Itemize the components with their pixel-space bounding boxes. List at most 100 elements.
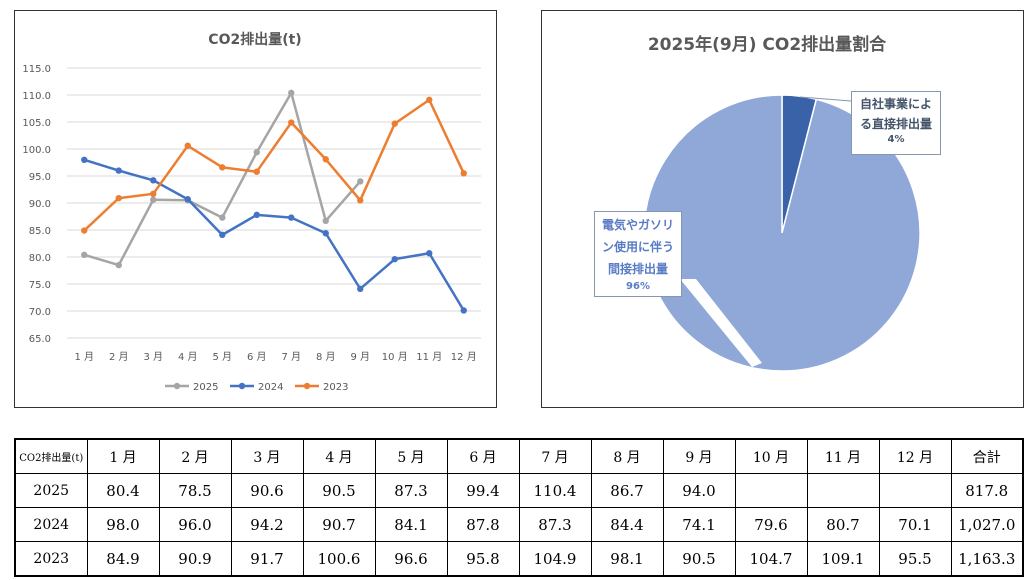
table-cell: 95.8 bbox=[446, 541, 520, 577]
table-cell: 94.0 bbox=[662, 473, 736, 508]
table-cell: 87.3 bbox=[374, 473, 448, 508]
legend-marker-2024 bbox=[238, 382, 246, 390]
table-header-cell: 11 月 bbox=[806, 438, 880, 474]
data-point-2024 bbox=[426, 250, 433, 257]
table-cell: 70.1 bbox=[878, 507, 952, 542]
legend-marker-2023 bbox=[303, 382, 311, 390]
table-cell: 110.4 bbox=[518, 473, 592, 508]
table-header-cell: 12 月 bbox=[878, 438, 952, 474]
data-point-2025 bbox=[115, 261, 122, 269]
line-chart-panel: CO2排出量(t) 115.0 110.0 105.0 100.0 95.0 90.0 85… bbox=[14, 10, 497, 408]
table-cell: 91.7 bbox=[230, 541, 304, 577]
data-point-2023 bbox=[150, 190, 157, 198]
legend-label-2023: 2023 bbox=[323, 382, 348, 393]
table-cell: 84.4 bbox=[590, 507, 664, 542]
pie-chart-panel: 2025年(9月) CO2排出量割合 自社事業によ る直接排出量 4% 電気やガ… bbox=[541, 10, 1024, 408]
line-chart: CO2排出量(t) 115.0 110.0 105.0 100.0 95.0 90.0 85… bbox=[22, 31, 481, 393]
y-tick-label: 80.0 bbox=[29, 253, 51, 264]
y-tick-label: 105.0 bbox=[22, 118, 51, 129]
pie-label-direct-percent: 4% bbox=[887, 134, 905, 145]
pie-label-indirect-percent: 96% bbox=[626, 281, 650, 292]
data-point-2024 bbox=[81, 156, 88, 163]
data-point-2023 bbox=[219, 164, 226, 171]
data-point-2023 bbox=[391, 120, 398, 127]
y-tick-label: 75.0 bbox=[29, 280, 51, 291]
table-cell: 96.6 bbox=[374, 541, 448, 577]
table-cell bbox=[806, 473, 880, 508]
legend-label-2024: 2024 bbox=[258, 382, 283, 393]
table-header-cell: 5 月 bbox=[374, 438, 448, 474]
table-cell: 104.7 bbox=[734, 541, 808, 577]
data-point-2024 bbox=[288, 214, 295, 221]
table-row: 2023 84.9 90.9 91.7 100.6 96.6 95.8 104.… bbox=[14, 541, 1024, 577]
data-point-2025 bbox=[81, 251, 88, 259]
callout-pointer-indirect bbox=[680, 279, 762, 367]
x-tick-label: 6 月 bbox=[247, 351, 267, 363]
x-tick-label: 4 月 bbox=[178, 351, 198, 363]
table-cell: 109.1 bbox=[806, 541, 880, 577]
x-tick-label: 7 月 bbox=[281, 351, 301, 363]
x-tick-label: 11 月 bbox=[416, 351, 442, 363]
series-line-2025 bbox=[83, 91, 362, 267]
table-cell: 99.4 bbox=[446, 473, 520, 508]
table-header-cell: 1 月 bbox=[86, 438, 160, 474]
pie-label-indirect-line1: 電気やガソリ bbox=[601, 218, 674, 232]
series-line-2024 bbox=[83, 158, 465, 312]
leader-line-direct bbox=[799, 96, 852, 102]
table-cell: 90.5 bbox=[302, 473, 376, 508]
table-cell: 96.0 bbox=[158, 507, 232, 542]
table-corner-label: CO2排出量(t) bbox=[14, 438, 88, 474]
table-cell: 79.6 bbox=[734, 507, 808, 542]
data-point-2025 bbox=[150, 196, 157, 203]
pie-label-indirect-line3: 間接排出量 bbox=[607, 262, 668, 276]
table-cell: 80.4 bbox=[86, 473, 160, 508]
table-cell: 100.6 bbox=[302, 541, 376, 577]
data-point-2024 bbox=[150, 177, 157, 184]
y-tick-label: 100.0 bbox=[22, 145, 51, 156]
y-tick-label: 85.0 bbox=[29, 226, 51, 237]
table-header-cell: 8 月 bbox=[590, 438, 664, 474]
line-chart-title: CO2排出量(t) bbox=[208, 31, 301, 48]
data-point-2024 bbox=[322, 230, 329, 237]
table-cell: 87.3 bbox=[518, 507, 592, 542]
table-cell: 87.8 bbox=[446, 507, 520, 542]
y-tick-label: 110.0 bbox=[22, 91, 51, 102]
table-header-cell: 2 月 bbox=[158, 438, 232, 474]
data-point-2023 bbox=[460, 170, 467, 177]
table-header-cell: 9 月 bbox=[662, 438, 736, 474]
data-point-2024 bbox=[115, 167, 122, 174]
x-tick-label: 12 月 bbox=[451, 351, 477, 363]
table-header-cell: 7 月 bbox=[518, 438, 592, 474]
pie-chart-title: 2025年(9月) CO2排出量割合 bbox=[648, 34, 887, 55]
data-point-2025 bbox=[253, 149, 260, 156]
table-cell: 94.2 bbox=[230, 507, 304, 542]
legend-marker-2025 bbox=[173, 382, 181, 390]
table-row-year: 2024 bbox=[14, 507, 88, 542]
table-cell bbox=[878, 473, 952, 508]
table-cell: 84.1 bbox=[374, 507, 448, 542]
x-tick-label: 9 月 bbox=[350, 351, 370, 363]
data-point-2025 bbox=[357, 178, 364, 185]
data-point-2023 bbox=[253, 168, 260, 175]
table-row: 2024 98.0 96.0 94.2 90.7 84.1 87.8 87.3 … bbox=[14, 507, 1024, 542]
data-point-2023 bbox=[81, 227, 88, 234]
series-line-2023 bbox=[83, 98, 465, 232]
table-cell bbox=[734, 473, 808, 508]
pie-label-direct-emissions: 自社事業によ る直接排出量 4% bbox=[851, 91, 941, 155]
pie-label-indirect-line2: ン使用に伴う bbox=[601, 240, 674, 254]
table-cell: 90.7 bbox=[302, 507, 376, 542]
legend-label-2025: 2025 bbox=[193, 382, 218, 393]
table-cell: 78.5 bbox=[158, 473, 232, 508]
y-tick-label: 70.0 bbox=[29, 307, 51, 318]
table-cell: 74.1 bbox=[662, 507, 736, 542]
data-point-2023 bbox=[322, 156, 329, 163]
x-tick-label: 10 月 bbox=[382, 351, 408, 363]
x-tick-label: 1 月 bbox=[74, 351, 94, 363]
data-point-2025 bbox=[219, 214, 226, 221]
data-point-2023 bbox=[115, 194, 122, 202]
table-cell-total: 1,027.0 bbox=[950, 507, 1024, 542]
table-row-year: 2023 bbox=[14, 541, 88, 577]
data-point-2024 bbox=[391, 255, 398, 263]
y-tick-label: 115.0 bbox=[22, 64, 51, 75]
x-tick-label: 8 月 bbox=[316, 351, 336, 363]
